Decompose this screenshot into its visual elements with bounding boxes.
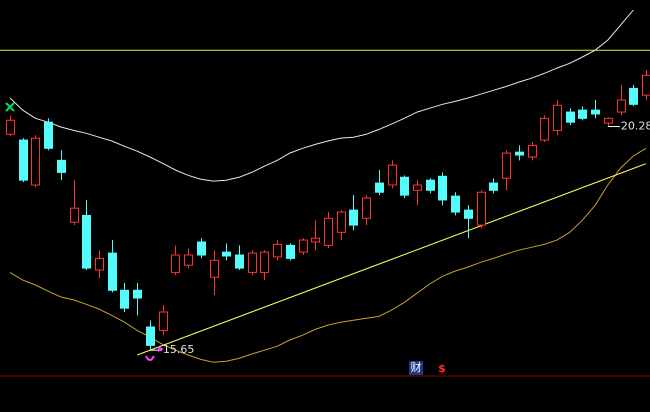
candle-body [299, 239, 308, 253]
candle-body [19, 139, 28, 181]
candle-body [451, 195, 460, 213]
candle-body [210, 259, 219, 278]
candle-body [82, 214, 91, 269]
candle-body [362, 197, 371, 219]
candle-body [120, 289, 129, 309]
candle-body [591, 109, 600, 115]
candle-body [388, 164, 397, 186]
candle-body [286, 244, 295, 259]
candle-body [31, 137, 40, 186]
candle-body [57, 159, 66, 173]
candle-body [578, 109, 587, 119]
finance-icon-box[interactable] [409, 361, 423, 375]
candle-body [108, 252, 117, 291]
candle-body [184, 254, 193, 266]
candle-body [197, 241, 206, 256]
candle-body [133, 289, 142, 299]
candle-body [260, 251, 269, 273]
annotation-label: 20.28 [621, 120, 650, 133]
moving-average [9, 147, 647, 363]
candle-body [617, 99, 626, 113]
candle-body [146, 326, 155, 346]
candle-body [44, 121, 53, 149]
candle-body [6, 119, 15, 135]
sell-signal [145, 355, 155, 361]
candle-body [438, 175, 447, 201]
candle-body [337, 211, 346, 233]
candle-body [311, 237, 320, 243]
dollar-icon[interactable]: $ [438, 362, 446, 375]
candle-body [540, 117, 549, 141]
candle-body [95, 257, 104, 271]
candle-body [324, 217, 333, 246]
annotation-label: 15.65 [163, 343, 195, 356]
candle-body [553, 104, 562, 131]
candle-body [70, 207, 79, 223]
candle-body [464, 209, 473, 219]
candle-body [413, 184, 422, 191]
candle-body [489, 182, 498, 191]
candle-body [426, 179, 435, 191]
finance-icon[interactable]: 财 [411, 360, 422, 374]
candle-body [400, 176, 409, 196]
candle-body [642, 74, 650, 96]
candle-body [502, 152, 511, 179]
candle-body [171, 254, 180, 273]
candle-body [515, 151, 524, 156]
candle-body [273, 243, 282, 258]
candle-body [477, 191, 486, 226]
candle-body [375, 182, 384, 193]
sell-signal [157, 346, 164, 352]
candle-body [235, 254, 244, 269]
candle-body [159, 311, 168, 331]
candle-body [528, 144, 537, 158]
moving-average [9, 9, 634, 182]
candle-body [222, 251, 231, 257]
candle-body [349, 209, 358, 226]
candle-body [604, 117, 613, 124]
candle-body [566, 111, 575, 123]
trend-line [137, 163, 647, 356]
candle-body [629, 87, 638, 105]
candle-body [248, 252, 257, 273]
buy-signal [5, 102, 15, 112]
